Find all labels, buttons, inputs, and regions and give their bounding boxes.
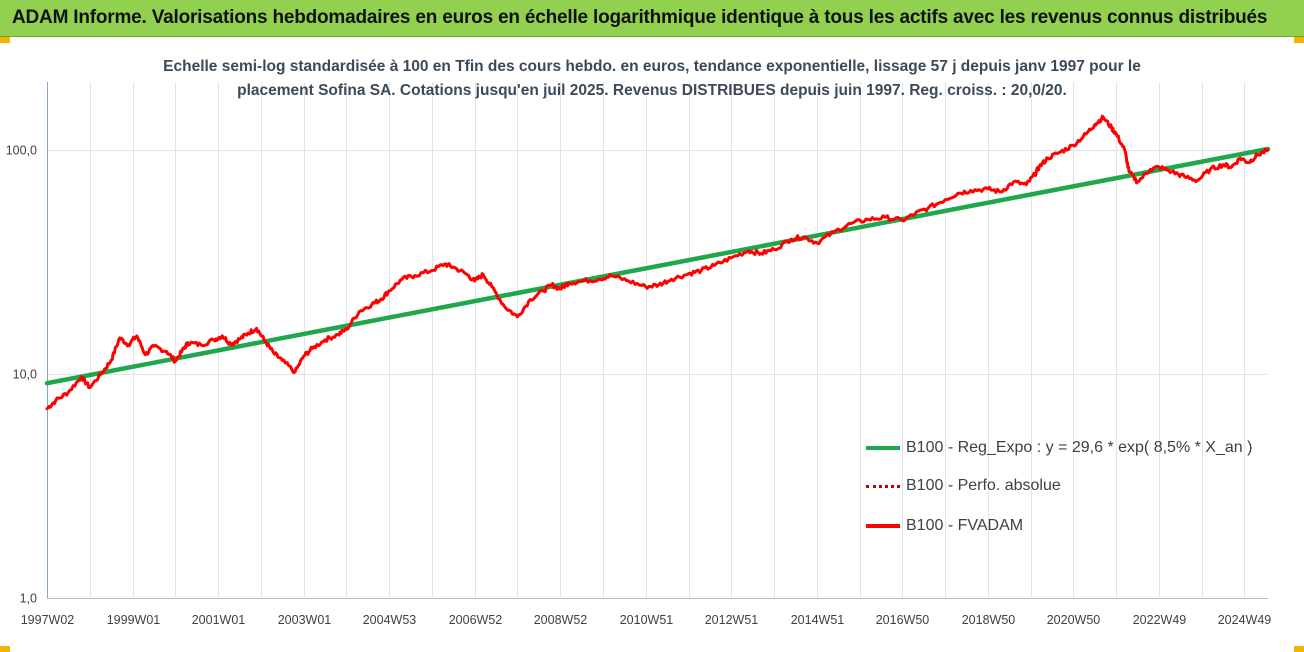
legend-swatch-perfo — [866, 485, 900, 488]
y-tick-label: 100,0 — [6, 144, 37, 158]
series-line-regression — [44, 146, 1271, 386]
x-tick-label: 2004W53 — [363, 613, 417, 627]
corner-mark-right — [1294, 37, 1304, 43]
x-tick-label: 2024W49 — [1218, 613, 1272, 627]
chart-subtitle-line-2: placement Sofina SA. Cotations jusqu'en … — [237, 82, 1067, 99]
corner-mark-left — [0, 37, 10, 43]
corner-mark-bottom-right — [1294, 646, 1304, 652]
x-tick-label: 2022W49 — [1133, 613, 1187, 627]
y-tick-label: 10,0 — [13, 368, 37, 382]
x-tick-label: 1999W01 — [107, 613, 161, 627]
legend-label-fvadam: B100 - FVADAM — [906, 517, 1024, 534]
series-line-fvadam — [45, 114, 1270, 411]
x-tick-label: 2006W52 — [449, 613, 503, 627]
x-tick-label: 1997W02 — [21, 613, 75, 627]
x-tick-label: 2001W01 — [192, 613, 246, 627]
axis-ticks: 1997W02 1999W01 2001W01 2003W01 2004W53 2006W… — [6, 144, 1272, 628]
x-tick-label: 2020W50 — [1047, 613, 1101, 627]
legend-label-regression: B100 - Reg_Expo : y = 29,6 * exp( 8,5% *… — [906, 439, 1253, 456]
legend-swatch-fvadam — [866, 524, 900, 528]
legend-swatch-regression — [866, 446, 900, 450]
chart-title: ADAM Informe. Valorisations hebdomadaire… — [12, 7, 1268, 28]
chart-subtitle-line-1: Echelle semi-log standardisée à 100 en T… — [163, 58, 1141, 75]
x-tick-label: 2003W01 — [278, 613, 332, 627]
x-tick-label: 2014W51 — [791, 613, 845, 627]
x-tick-label: 2018W50 — [962, 613, 1016, 627]
x-tick-label: 2008W52 — [534, 613, 588, 627]
title-banner: ADAM Informe. Valorisations hebdomadaire… — [0, 0, 1304, 37]
y-tick-label: 1,0 — [20, 592, 37, 606]
series-lines — [44, 114, 1271, 411]
corner-mark-bottom-left — [0, 646, 10, 652]
x-tick-label: 2010W51 — [620, 613, 674, 627]
x-tick-label: 2016W50 — [876, 613, 930, 627]
x-tick-label: 2012W51 — [705, 613, 759, 627]
grid-lines — [47, 82, 1268, 599]
legend-label-perfo: B100 - Perfo. absolue — [906, 477, 1061, 494]
